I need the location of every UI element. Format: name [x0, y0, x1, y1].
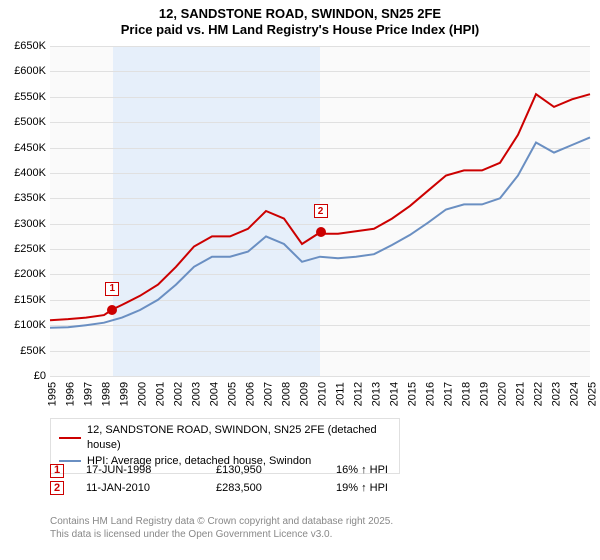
x-tick-label: 2006	[245, 382, 257, 406]
x-tick-label: 2014	[389, 382, 401, 406]
x-tick-label: 2003	[191, 382, 203, 406]
y-tick-label: £350K	[14, 192, 46, 204]
x-tick-label: 2001	[155, 382, 167, 406]
sale-price: £283,500	[216, 480, 336, 498]
title-line-1: 12, SANDSTONE ROAD, SWINDON, SN25 2FE	[159, 6, 441, 21]
x-tick-label: 2022	[533, 382, 545, 406]
x-tick-label: 1995	[47, 382, 59, 406]
sale-marker-box: 2	[314, 204, 328, 218]
x-tick-label: 2019	[479, 382, 491, 406]
x-tick-label: 1998	[101, 382, 113, 406]
sale-row-marker: 2	[50, 481, 64, 495]
sale-dot	[107, 305, 117, 315]
sale-price: £130,950	[216, 462, 336, 480]
y-tick-label: £0	[34, 370, 46, 382]
sale-delta: 16% ↑ HPI	[336, 462, 388, 480]
x-tick-label: 2010	[317, 382, 329, 406]
title-line-2: Price paid vs. HM Land Registry's House …	[121, 22, 480, 37]
y-tick-label: £50K	[20, 345, 46, 357]
sale-dot	[316, 227, 326, 237]
x-tick-label: 2018	[461, 382, 473, 406]
x-tick-label: 2025	[587, 382, 599, 406]
legend-row: 12, SANDSTONE ROAD, SWINDON, SN25 2FE (d…	[59, 423, 391, 454]
x-tick-label: 2007	[263, 382, 275, 406]
footer-attribution: Contains HM Land Registry data © Crown c…	[50, 516, 393, 541]
x-tick-label: 1996	[65, 382, 77, 406]
x-tick-label: 2002	[173, 382, 185, 406]
x-tick-label: 2024	[569, 382, 581, 406]
y-tick-label: £550K	[14, 91, 46, 103]
y-tick-label: £150K	[14, 294, 46, 306]
footer-line-1: Contains HM Land Registry data © Crown c…	[50, 516, 393, 527]
x-tick-label: 2017	[443, 382, 455, 406]
sale-row-marker: 1	[50, 464, 64, 478]
y-tick-label: £650K	[14, 40, 46, 52]
footer-line-2: This data is licensed under the Open Gov…	[50, 529, 332, 540]
y-tick-label: £500K	[14, 116, 46, 128]
plot-area: £0£50K£100K£150K£200K£250K£300K£350K£400…	[50, 46, 590, 376]
chart-title: 12, SANDSTONE ROAD, SWINDON, SN25 2FE Pr…	[0, 0, 600, 39]
x-tick-label: 2020	[497, 382, 509, 406]
x-tick-label: 2000	[137, 382, 149, 406]
x-tick-label: 2016	[425, 382, 437, 406]
x-tick-label: 2009	[299, 382, 311, 406]
sale-row: 2 11-JAN-2010£283,50019% ↑ HPI	[50, 480, 388, 498]
y-tick-label: £400K	[14, 167, 46, 179]
x-tick-label: 2004	[209, 382, 221, 406]
sale-row: 1 17-JUN-1998£130,95016% ↑ HPI	[50, 462, 388, 480]
y-tick-label: £600K	[14, 65, 46, 77]
sale-delta: 19% ↑ HPI	[336, 480, 388, 498]
y-tick-label: £300K	[14, 218, 46, 230]
x-tick-label: 2021	[515, 382, 527, 406]
x-tick-label: 2005	[227, 382, 239, 406]
x-tick-label: 2013	[371, 382, 383, 406]
gridline	[50, 376, 590, 377]
legend-swatch	[59, 437, 81, 439]
y-tick-label: £100K	[14, 319, 46, 331]
y-tick-label: £250K	[14, 243, 46, 255]
y-tick-label: £450K	[14, 142, 46, 154]
sale-date: 17-JUN-1998	[86, 462, 216, 480]
y-tick-label: £200K	[14, 268, 46, 280]
sales-table: 1 17-JUN-1998£130,95016% ↑ HPI 2 11-JAN-201…	[50, 462, 388, 497]
sale-marker-box: 1	[105, 282, 119, 296]
x-tick-label: 2012	[353, 382, 365, 406]
legend-label: 12, SANDSTONE ROAD, SWINDON, SN25 2FE (d…	[87, 423, 391, 454]
x-tick-label: 2015	[407, 382, 419, 406]
sale-date: 11-JAN-2010	[86, 480, 216, 498]
x-tick-label: 2008	[281, 382, 293, 406]
x-tick-label: 1999	[119, 382, 131, 406]
x-tick-label: 1997	[83, 382, 95, 406]
x-tick-label: 2023	[551, 382, 563, 406]
chart-container: 12, SANDSTONE ROAD, SWINDON, SN25 2FE Pr…	[0, 0, 600, 560]
x-tick-label: 2011	[335, 382, 347, 406]
